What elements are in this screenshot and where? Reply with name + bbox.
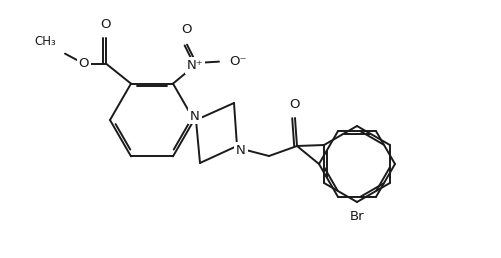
Text: O: O (290, 98, 300, 111)
Text: O⁻: O⁻ (229, 55, 246, 68)
Text: Br: Br (350, 210, 364, 223)
Text: CH₃: CH₃ (34, 35, 56, 48)
Text: N: N (190, 109, 200, 123)
Text: O: O (101, 18, 111, 31)
Text: N: N (236, 143, 246, 157)
Text: O: O (182, 23, 192, 36)
Text: N⁺: N⁺ (187, 59, 203, 72)
Text: O: O (79, 57, 89, 70)
